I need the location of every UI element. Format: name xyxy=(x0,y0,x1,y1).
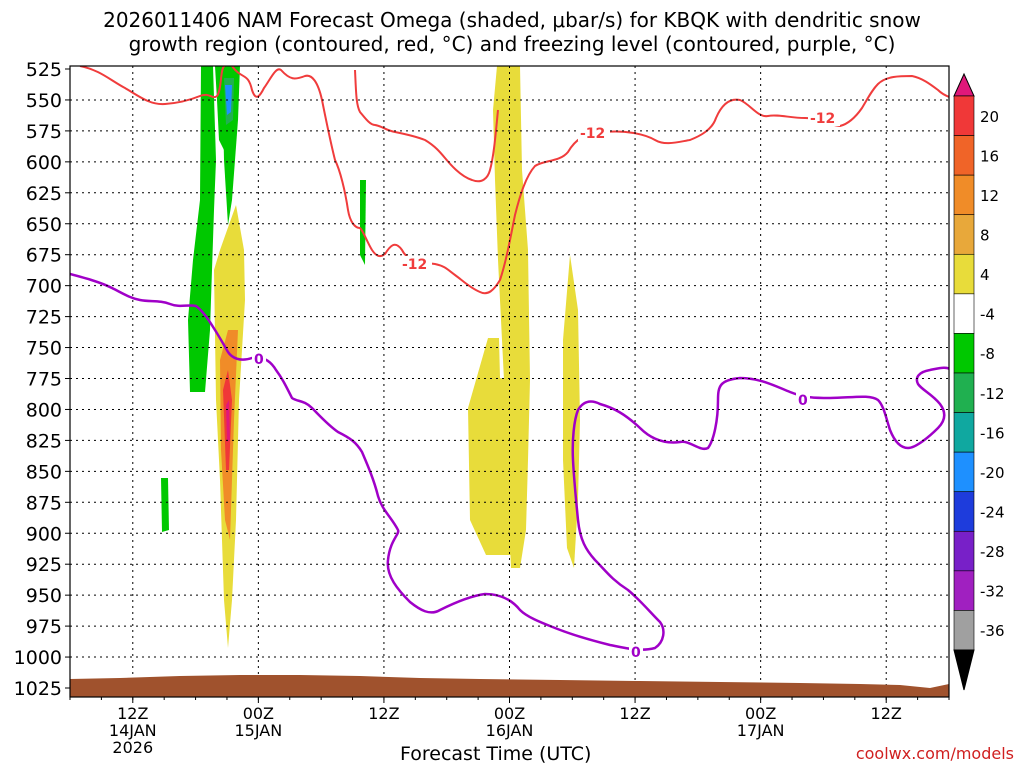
colorbar-swatch xyxy=(953,570,975,611)
colorbar-label: -20 xyxy=(980,464,1005,482)
colorbar-swatch xyxy=(953,95,975,136)
title-line-2: growth region (contoured, red, °C) and f… xyxy=(128,32,896,56)
colorbar-label: -4 xyxy=(980,306,995,324)
x-tick-label: 12Z xyxy=(368,704,399,723)
colorbar-label: -16 xyxy=(980,424,1005,442)
colorbar-label: 12 xyxy=(980,187,999,205)
y-tick-label: 650 xyxy=(26,214,62,236)
x-tick-label: 00Z xyxy=(243,704,274,723)
colorbar-swatch xyxy=(953,610,975,651)
colorbar-top-arrow xyxy=(953,72,975,97)
colorbar-label: 16 xyxy=(980,147,999,165)
chart-title: 2026011406 NAM Forecast Omega (shaded, μ… xyxy=(0,8,1024,56)
y-tick-label: 950 xyxy=(26,585,62,607)
red-contour-label: -12 xyxy=(580,126,605,142)
y-tick-label: 975 xyxy=(26,616,62,638)
y-tick-label: 600 xyxy=(26,152,62,174)
y-tick-label: 875 xyxy=(26,492,62,514)
y-axis: 525 550 575 600 625 650 675 700 725 750 775 800 825 8… xyxy=(14,59,70,700)
colorbar-label: 4 xyxy=(980,266,990,284)
purple-contour-label: 0 xyxy=(631,645,641,661)
red-contour-label: -12 xyxy=(402,257,427,273)
omega-green-area xyxy=(360,180,366,265)
contour-labels: -12 -12 -12 0 0 0 xyxy=(252,110,840,661)
x-tick-date-label: 14JAN xyxy=(109,721,157,740)
colorbar-label: 8 xyxy=(980,227,990,245)
y-tick-label: 525 xyxy=(26,59,62,81)
y-tick-label: 1025 xyxy=(14,678,62,700)
colorbar-label: -32 xyxy=(980,583,1005,601)
x-tick-label: 12Z xyxy=(619,704,650,723)
colorbar-label: 20 xyxy=(980,108,999,126)
red-contour-label: -12 xyxy=(810,111,835,127)
y-tick-label: 750 xyxy=(26,338,62,360)
y-tick-label: 925 xyxy=(26,554,62,576)
title-line-1: 2026011406 NAM Forecast Omega (shaded, μ… xyxy=(103,8,921,32)
colorbar: 20 16 12 8 4 -4 -8 -12 -16 -20 -24 -28 -32 -36 xyxy=(953,72,1005,691)
colorbar-swatch xyxy=(953,530,975,572)
omega-blue-area xyxy=(225,85,232,115)
colorbar-bottom-arrow xyxy=(953,649,975,691)
y-tick-label: 800 xyxy=(26,399,62,421)
x-tick-label: 12Z xyxy=(871,704,902,723)
y-tick-label: 675 xyxy=(26,245,62,267)
y-tick-label: 1000 xyxy=(14,647,62,669)
y-tick-label: 700 xyxy=(26,276,62,298)
y-tick-label: 725 xyxy=(26,307,62,329)
x-tick-date-label: 15JAN xyxy=(234,721,282,740)
colorbar-label: -12 xyxy=(980,385,1005,403)
credit-text: coolwx.com/models xyxy=(855,744,1014,763)
y-tick-label: 900 xyxy=(26,523,62,545)
colorbar-swatch xyxy=(953,135,975,176)
purple-contour-label: 0 xyxy=(798,393,808,409)
y-tick-label: 825 xyxy=(26,430,62,452)
colorbar-label: -36 xyxy=(980,622,1005,640)
colorbar-swatch xyxy=(953,491,975,532)
omega-green-area xyxy=(161,478,169,532)
colorbar-swatch xyxy=(953,214,975,255)
x-tick-date-label: 17JAN xyxy=(737,721,785,740)
omega-green-area xyxy=(188,66,216,392)
grid-lines xyxy=(70,66,949,697)
colorbar-label: -24 xyxy=(980,504,1005,522)
red-isotherm-contour xyxy=(354,69,499,183)
x-axis-title: Forecast Time (UTC) xyxy=(400,743,592,765)
omega-magenta-area xyxy=(226,400,230,442)
y-tick-label: 850 xyxy=(26,461,62,483)
colorbar-swatch xyxy=(953,333,975,374)
y-tick-label: 550 xyxy=(26,90,62,112)
omega-yellow-area xyxy=(493,66,530,568)
y-tick-label: 625 xyxy=(26,183,62,205)
y-tick-label: 775 xyxy=(26,369,62,391)
omega-shading xyxy=(161,66,580,648)
colorbar-label: -8 xyxy=(980,345,995,363)
x-tick-label: 00Z xyxy=(494,704,525,723)
terrain-area xyxy=(70,675,949,697)
colorbar-swatch xyxy=(953,253,975,295)
colorbar-swatch xyxy=(953,412,975,453)
purple-contour-label: 0 xyxy=(254,352,264,368)
x-tick-label: 12Z xyxy=(117,704,148,723)
y-tick-label: 575 xyxy=(26,121,62,143)
omega-yellow-area xyxy=(468,338,512,555)
x-tick-date-label: 16JAN xyxy=(486,721,534,740)
x-tick-year-label: 2026 xyxy=(112,738,153,757)
colorbar-label: -28 xyxy=(980,543,1005,561)
colorbar-swatch xyxy=(953,451,975,493)
colorbar-swatch xyxy=(953,174,975,216)
colorbar-swatch xyxy=(953,372,975,413)
x-tick-label: 00Z xyxy=(745,704,776,723)
colorbar-swatch xyxy=(953,293,975,334)
